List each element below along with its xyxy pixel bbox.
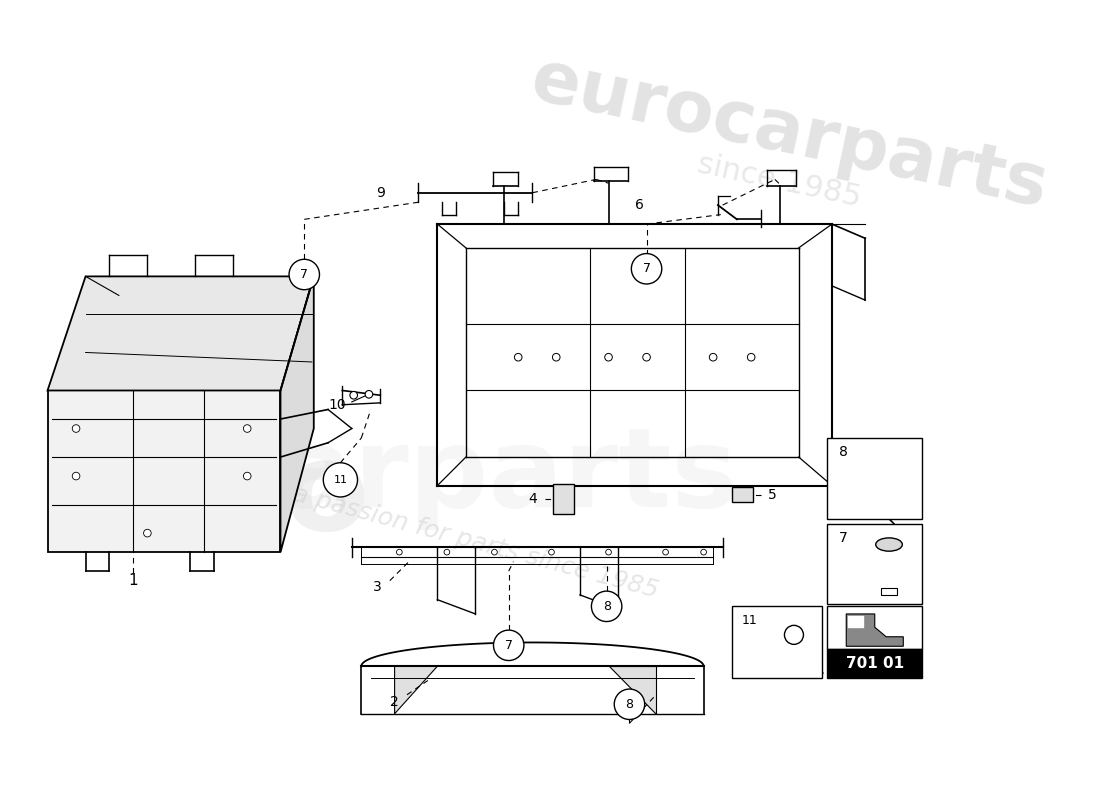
- Text: 7: 7: [300, 268, 308, 281]
- Circle shape: [549, 550, 554, 555]
- Text: 8: 8: [626, 698, 634, 710]
- Text: 2: 2: [390, 695, 399, 710]
- Text: euro: euro: [48, 434, 370, 555]
- Text: 6: 6: [635, 198, 643, 212]
- Circle shape: [289, 259, 319, 290]
- Bar: [827, 606, 922, 649]
- Circle shape: [350, 391, 358, 399]
- Bar: [827, 649, 922, 678]
- Circle shape: [662, 550, 669, 555]
- Text: 11: 11: [333, 475, 348, 485]
- Text: 7: 7: [505, 639, 513, 652]
- Text: 1: 1: [129, 573, 138, 588]
- Polygon shape: [846, 614, 903, 646]
- Circle shape: [642, 354, 650, 361]
- Text: 7: 7: [838, 531, 847, 545]
- Circle shape: [144, 530, 151, 537]
- Text: 9: 9: [376, 186, 385, 200]
- Circle shape: [243, 425, 251, 432]
- Text: a passion for parts since 1985: a passion for parts since 1985: [290, 482, 661, 603]
- Circle shape: [631, 254, 662, 284]
- Circle shape: [323, 462, 358, 497]
- Circle shape: [552, 354, 560, 361]
- Circle shape: [73, 425, 80, 432]
- Polygon shape: [608, 666, 656, 714]
- Text: 5: 5: [768, 488, 777, 502]
- Circle shape: [243, 472, 251, 480]
- Circle shape: [492, 550, 497, 555]
- Text: 10: 10: [329, 398, 346, 412]
- Bar: [553, 484, 574, 514]
- Bar: [827, 438, 922, 519]
- Circle shape: [701, 550, 706, 555]
- Circle shape: [365, 390, 373, 398]
- Text: eurocarparts: eurocarparts: [525, 46, 1054, 222]
- Circle shape: [444, 550, 450, 555]
- Circle shape: [73, 472, 80, 480]
- Text: 7: 7: [642, 262, 650, 275]
- Bar: [881, 588, 896, 595]
- Circle shape: [494, 630, 524, 661]
- Circle shape: [747, 354, 755, 361]
- Polygon shape: [848, 616, 864, 627]
- Text: 4: 4: [528, 492, 537, 506]
- Polygon shape: [395, 666, 438, 714]
- Bar: [733, 606, 823, 678]
- Text: 11: 11: [741, 614, 758, 627]
- Bar: [733, 487, 754, 502]
- Circle shape: [396, 550, 403, 555]
- Text: carparts: carparts: [213, 422, 738, 530]
- Circle shape: [592, 591, 622, 622]
- Ellipse shape: [876, 538, 902, 551]
- Text: 3: 3: [373, 580, 382, 594]
- Polygon shape: [47, 390, 280, 552]
- Circle shape: [614, 689, 645, 719]
- Polygon shape: [47, 276, 314, 390]
- Text: 8: 8: [838, 446, 847, 459]
- Polygon shape: [280, 276, 314, 552]
- Text: since 1985: since 1985: [695, 150, 865, 213]
- Circle shape: [784, 626, 803, 644]
- Circle shape: [606, 550, 612, 555]
- Circle shape: [710, 354, 717, 361]
- Circle shape: [515, 354, 522, 361]
- Circle shape: [605, 354, 613, 361]
- Text: 8: 8: [603, 600, 611, 613]
- Text: 701 01: 701 01: [846, 656, 904, 671]
- Bar: [827, 524, 922, 605]
